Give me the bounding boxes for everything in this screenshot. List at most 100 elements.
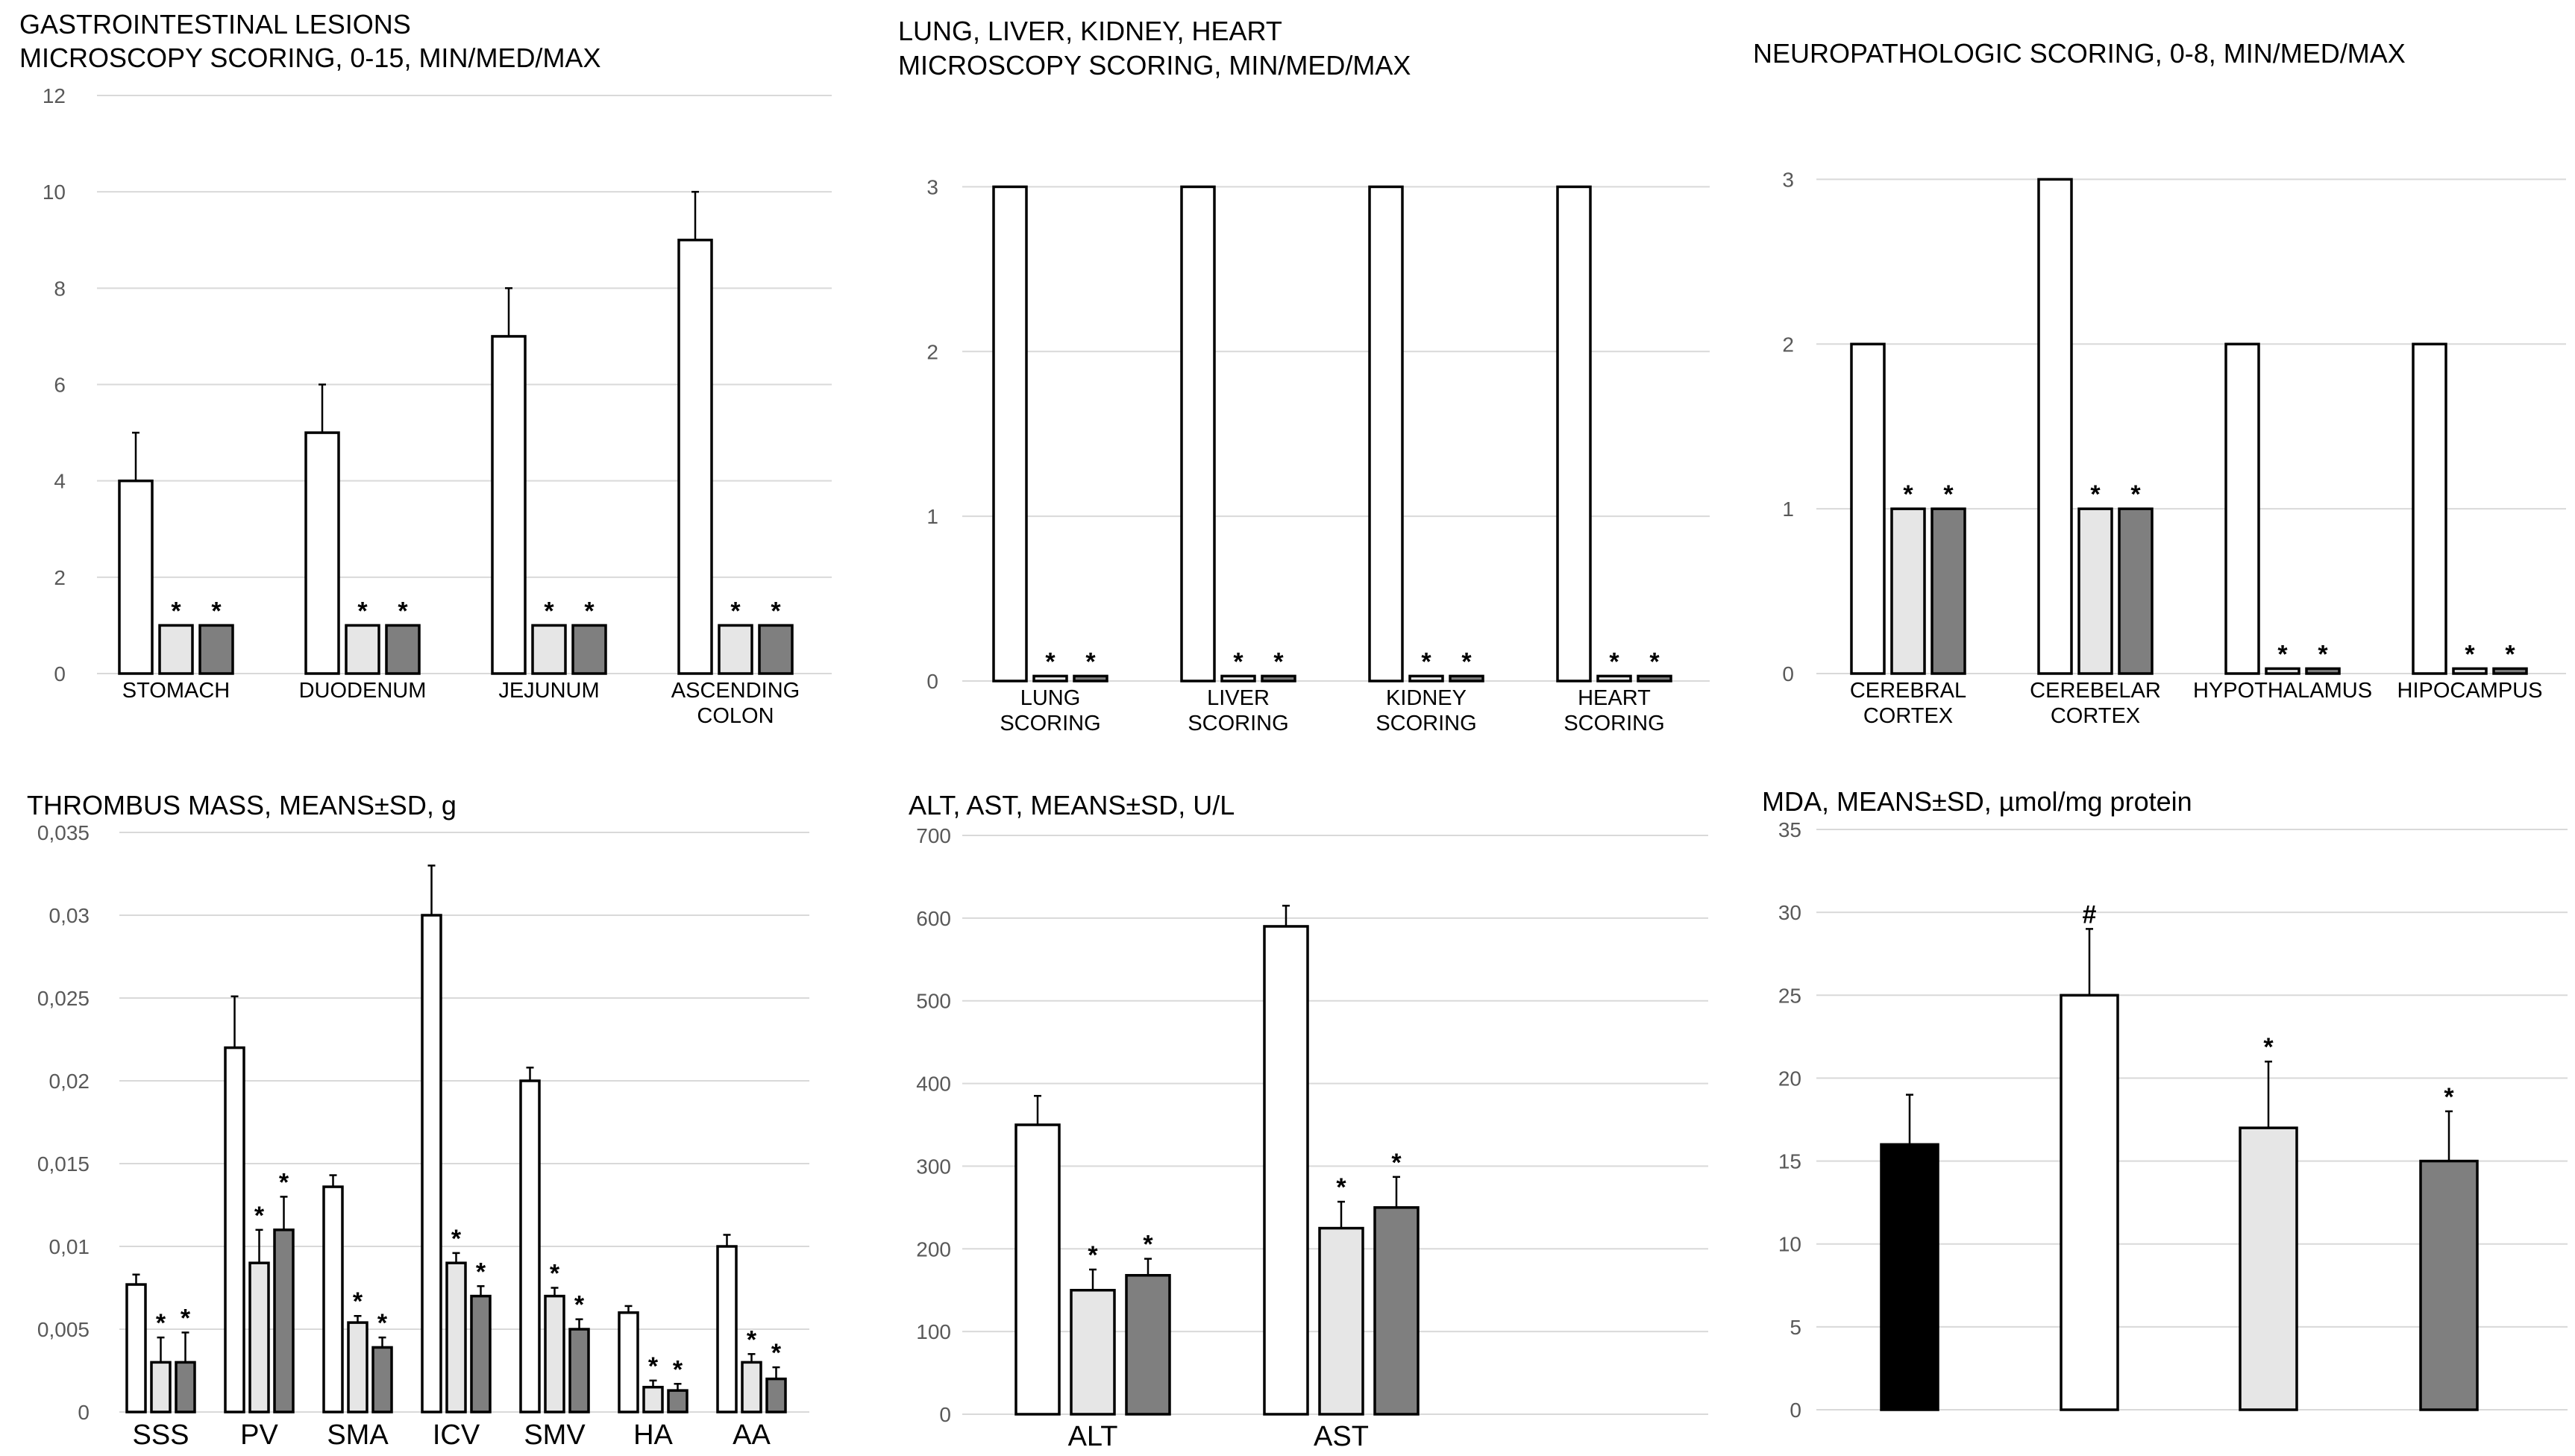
y-tick-label: 0	[54, 662, 66, 685]
significance-mark: *	[1391, 1149, 1402, 1177]
bar	[150, 1361, 172, 1413]
chart-title: THROMBUS MASS, MEANS±SD, g	[27, 790, 457, 820]
bar	[491, 335, 527, 675]
bar	[1890, 507, 1926, 675]
y-tick-label: 10	[43, 181, 66, 204]
significance-mark: *	[377, 1309, 388, 1337]
significance-mark: *	[353, 1287, 363, 1316]
significance-mark: *	[1045, 647, 1056, 676]
category-label: HIPOCAMPUS	[2397, 679, 2543, 703]
bar	[1931, 507, 1966, 675]
bar	[248, 1261, 270, 1413]
chart-organs: LUNG, LIVER, KIDNEY, HEART MICROSCOPY SCO…	[898, 16, 1710, 735]
significance-mark: *	[1233, 647, 1243, 676]
y-tick-label: 500	[916, 990, 951, 1013]
bar	[347, 1321, 368, 1413]
bar	[2224, 342, 2260, 675]
bar	[1032, 674, 1068, 682]
y-tick-label: 3	[926, 175, 938, 198]
significance-mark: *	[1903, 480, 1913, 509]
y-tick-label: 0,035	[37, 821, 90, 844]
bar	[758, 624, 794, 675]
bar	[1263, 925, 1309, 1416]
y-tick-label: 1	[926, 505, 938, 528]
significance-mark: *	[673, 1355, 683, 1384]
y-tick-label: 20	[1778, 1067, 1801, 1090]
category-label: CORTEX	[2051, 704, 2140, 728]
bar	[224, 1046, 245, 1413]
category-label: LIVER	[1207, 686, 1270, 710]
y-tick-label: 0	[78, 1401, 90, 1424]
significance-mark: *	[2465, 640, 2475, 668]
bar	[2265, 667, 2300, 675]
bar	[1368, 185, 1404, 682]
category-label: SMV	[524, 1419, 586, 1451]
significance-mark: *	[181, 1304, 191, 1332]
significance-mark: *	[254, 1202, 265, 1230]
significance-mark: *	[730, 597, 741, 625]
bar	[2077, 507, 2113, 675]
significance-mark: *	[1649, 647, 1660, 676]
bar	[571, 624, 607, 675]
bar	[371, 1346, 393, 1413]
bar	[1070, 1288, 1116, 1416]
bar	[667, 1389, 689, 1413]
significance-mark: *	[2444, 1083, 2454, 1111]
y-tick-label: 2	[1782, 333, 1794, 356]
category-label: SCORING	[1188, 712, 1288, 735]
significance-mark: *	[279, 1168, 289, 1196]
bar	[445, 1261, 467, 1413]
y-tick-label: 4	[54, 470, 66, 493]
bar	[992, 185, 1028, 682]
y-tick-label: 8	[54, 277, 66, 300]
significance-mark: *	[398, 597, 408, 625]
bar	[2239, 1126, 2298, 1411]
bar	[2118, 507, 2154, 675]
bar	[1449, 674, 1484, 682]
significance-mark: *	[771, 597, 781, 625]
bar	[118, 479, 154, 675]
y-tick-label: 1	[1782, 498, 1794, 521]
significance-mark: *	[1085, 647, 1096, 676]
bar	[1318, 1226, 1364, 1416]
bar	[677, 239, 713, 675]
bar	[2492, 667, 2528, 675]
bar	[2037, 178, 2073, 675]
y-tick-label: 400	[916, 1073, 951, 1096]
y-tick-label: 0,03	[49, 904, 90, 927]
y-tick-label: 2	[926, 340, 938, 363]
category-label: ICV	[433, 1419, 480, 1451]
bar	[198, 624, 234, 675]
significance-mark: *	[1143, 1231, 1153, 1259]
bar	[2060, 994, 2119, 1411]
chart-altast: ALT, AST, MEANS±SD, U/L 0 100 200 300 400 500 6…	[909, 790, 1708, 1452]
bar	[1261, 674, 1296, 682]
chart-title: ALT, AST, MEANS±SD, U/L	[909, 790, 1235, 820]
significance-mark: *	[1088, 1241, 1098, 1270]
y-tick-label: 3	[1782, 168, 1794, 191]
y-tick-label: 5	[1790, 1316, 1801, 1339]
y-tick-label: 700	[916, 824, 951, 847]
y-tick-label: 30	[1778, 901, 1801, 924]
y-tick-label: 2	[54, 566, 66, 589]
bar	[716, 1245, 738, 1413]
bar	[1373, 1206, 1420, 1416]
bar	[304, 431, 340, 675]
significance-mark: *	[2090, 480, 2101, 509]
significance-mark: *	[2130, 480, 2141, 509]
significance-mark: *	[211, 597, 222, 625]
category-label: LUNG	[1020, 686, 1081, 710]
significance-mark: *	[584, 597, 595, 625]
significance-mark: *	[747, 1325, 757, 1354]
significance-mark: *	[451, 1225, 462, 1253]
chart-title: NEUROPATHOLOGIC SCORING, 0-8, MIN/MED/MA…	[1753, 38, 2406, 69]
bar	[519, 1079, 541, 1413]
bar	[765, 1377, 787, 1413]
category-label: HYPOTHALAMUS	[2193, 679, 2372, 703]
category-label: STOMACH	[122, 679, 230, 703]
category-label: HA	[633, 1419, 673, 1451]
category-label: CEREBRAL	[1850, 679, 1966, 703]
significance-mark: *	[156, 1309, 166, 1337]
y-tick-label: 6	[54, 374, 66, 397]
